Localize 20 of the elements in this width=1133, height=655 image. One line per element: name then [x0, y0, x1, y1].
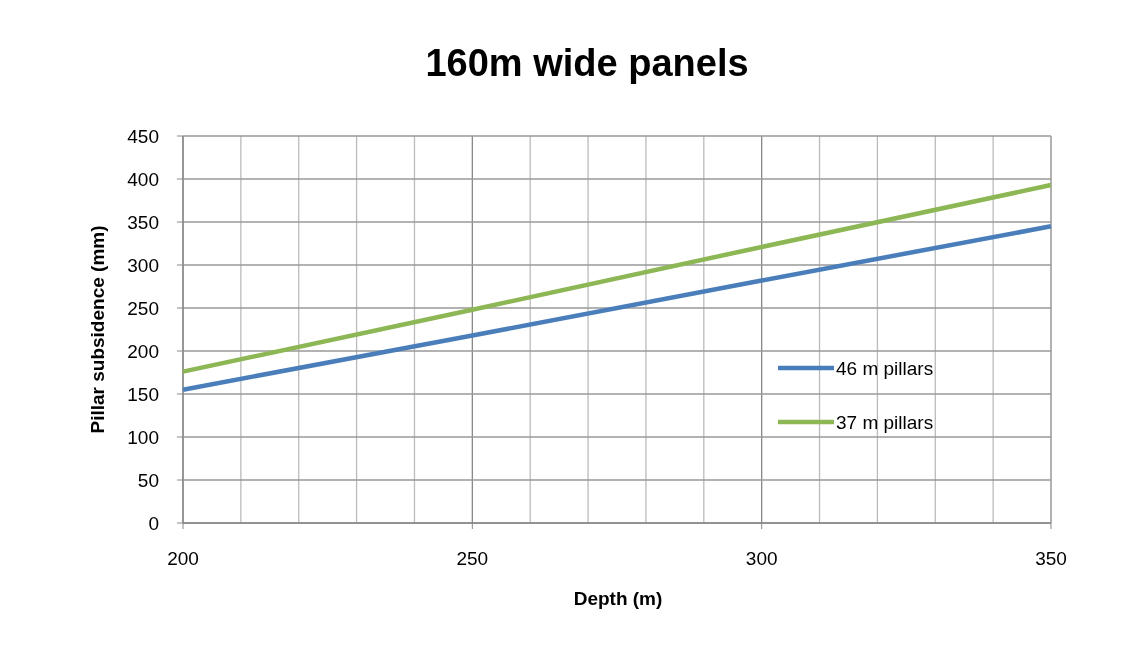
x-tick-label: 350 — [1035, 548, 1067, 569]
y-tick-label: 200 — [127, 341, 159, 362]
y-tick-label: 50 — [137, 470, 159, 491]
y-tick-label: 400 — [127, 169, 159, 190]
y-tick-label: 100 — [127, 427, 159, 448]
y-tick-label: 0 — [148, 513, 159, 534]
x-tick-label: 200 — [167, 548, 199, 569]
x-axis-title: Depth (m) — [573, 588, 663, 609]
legend-label: 37 m pillars — [836, 412, 934, 433]
y-tick-label: 150 — [127, 384, 159, 405]
y-tick-label: 350 — [127, 212, 159, 233]
y-tick-label: 250 — [127, 298, 159, 319]
x-tick-label: 300 — [745, 548, 778, 569]
x-tick-label: 250 — [456, 548, 489, 569]
legend-label: 46 m pillars — [836, 358, 934, 379]
chart-title: 160m wide panels — [425, 42, 749, 84]
y-tick-label: 450 — [127, 126, 159, 147]
y-axis-title: Pillar subsidence (mm) — [87, 225, 108, 434]
y-tick-label: 300 — [127, 255, 159, 276]
line-series — [180, 224, 1054, 392]
